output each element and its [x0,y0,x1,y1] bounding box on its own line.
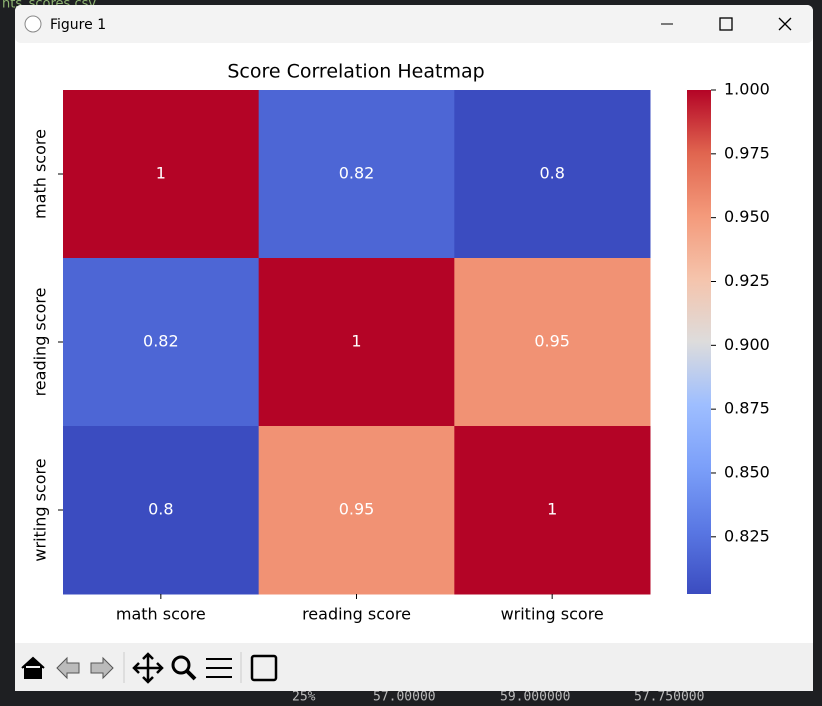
zoom-button[interactable] [171,655,191,675]
heatmap-cell [63,258,260,427]
colorbar-tick-label: 0.900 [724,335,770,354]
x-tick-label: reading score [302,605,411,624]
heatmap-cell [454,426,651,595]
app-icon [24,15,42,33]
colorbar-tick-label: 0.975 [724,143,770,162]
cell-label: 0.82 [143,332,179,351]
colorbar-tick-label: 0.875 [724,399,770,418]
cell-label: 0.95 [534,332,570,351]
cell-label: 1 [156,164,166,183]
x-tick-label: writing score [501,605,604,624]
editor-text: 25% [292,690,316,705]
x-tick-label: math score [116,605,206,624]
editor-text: 57.750000 [634,690,704,705]
close-button[interactable] [778,17,792,31]
title-bar [15,5,813,43]
forward-button[interactable] [90,656,114,680]
cell-label: 0.95 [339,500,375,519]
colorbar-tick-label: 0.825 [724,526,770,545]
editor-text: 59.000000 [500,690,570,705]
pan-button[interactable] [132,652,164,684]
window-title: Figure 1 [50,17,106,33]
heatmap-cell [63,426,260,595]
back-button[interactable] [56,656,80,680]
colorbar-tick-label: 0.925 [724,271,770,290]
y-tick-label: math score [31,129,50,219]
configure-button[interactable] [206,658,232,678]
heatmap-cell [258,90,455,259]
colorbar-tick-label: 0.850 [724,462,770,481]
cell-label: 1 [547,500,557,519]
zoom-button-handle [185,669,197,681]
colorbar-tick-label: 1.000 [724,80,770,99]
y-tick-label: writing score [31,458,50,561]
maximize-button[interactable] [719,17,733,31]
editor-text: 57.00000 [373,690,436,705]
cell-label: 0.8 [148,500,173,519]
colorbar [687,90,711,594]
heatmap-cell [454,90,651,259]
save-button[interactable] [250,654,278,682]
heatmap-cell [258,258,455,427]
heatmap-cell [63,90,260,259]
heatmap-cell [454,258,651,427]
chart-title: Score Correlation Heatmap [227,61,484,83]
cell-label: 1 [351,332,361,351]
heatmap-cell [258,426,455,595]
home-button[interactable] [21,656,45,679]
colorbar-tick-label: 0.950 [724,207,770,226]
cell-label: 0.8 [539,164,564,183]
y-tick-label: reading score [31,288,50,397]
cell-label: 0.82 [339,164,375,183]
